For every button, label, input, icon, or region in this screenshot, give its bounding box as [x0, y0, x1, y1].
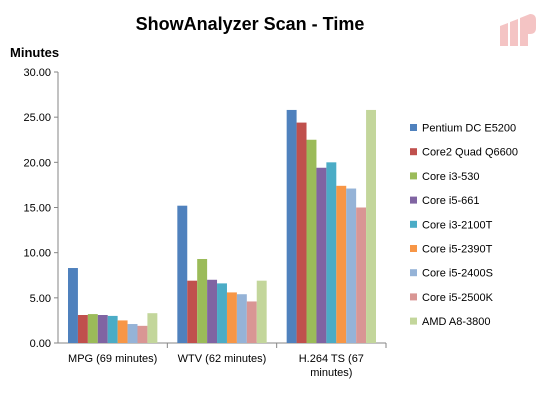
bar [137, 325, 148, 343]
bar [356, 207, 367, 343]
legend-label: AMD A8-3800 [422, 316, 490, 328]
legend-swatch [410, 293, 417, 301]
bar [107, 315, 118, 343]
bar [226, 292, 237, 343]
legend-swatch [410, 172, 417, 180]
brand-logo-icon [500, 14, 536, 46]
legend-swatch [410, 148, 417, 156]
legend-label: Core i5-2400S [422, 268, 493, 280]
y-tick-label: 30.00 [23, 67, 51, 79]
bar [236, 294, 247, 343]
legend-label: Core i5-2500K [422, 292, 494, 304]
bar [177, 205, 188, 343]
legend-label: Core i5-661 [422, 195, 479, 207]
bar [316, 167, 327, 343]
bar [197, 258, 208, 343]
legend-label: Core i3-530 [422, 171, 479, 183]
bar [187, 280, 198, 343]
x-tick-label: H.264 TS (67 [299, 353, 364, 365]
y-tick-label: 15.00 [23, 203, 51, 215]
bar [127, 324, 138, 343]
bar [68, 268, 78, 343]
x-tick-label: MPG (69 minutes) [68, 353, 157, 365]
legend-swatch [410, 317, 417, 325]
bar [77, 315, 88, 343]
chart-title: ShowAnalyzer Scan - Time [136, 14, 365, 34]
y-tick-label: 0.00 [30, 338, 51, 350]
bar [366, 109, 376, 343]
y-axis-label: Minutes [10, 45, 59, 60]
bar [306, 139, 317, 343]
y-tick-label: 10.00 [23, 248, 51, 260]
bar [256, 280, 267, 343]
bar [296, 122, 307, 343]
x-tick-label: WTV (62 minutes) [178, 353, 267, 365]
y-tick-label: 20.00 [23, 157, 51, 169]
legend-swatch [410, 245, 417, 252]
x-tick-label: minutes) [310, 367, 352, 379]
legend-label: Pentium DC E5200 [422, 123, 516, 135]
bar [286, 109, 297, 343]
legend-label: Core i3-2100T [422, 219, 493, 231]
bar [207, 279, 218, 343]
bar [117, 320, 128, 343]
y-tick-label: 25.00 [23, 112, 51, 124]
legend-swatch [410, 220, 417, 228]
bar [246, 301, 257, 343]
bar [87, 314, 98, 343]
plot-area: 0.00 5.00 10.00 15.00 20.00 25.00 30.00 MPG (69… [23, 67, 387, 379]
legend-swatch [410, 124, 417, 131]
bar [217, 283, 227, 343]
y-tick-label: 5.00 [30, 293, 51, 305]
bar [326, 162, 337, 343]
bar [336, 185, 347, 343]
legend-swatch [410, 269, 417, 277]
legend-label: Core i5-2390T [422, 244, 493, 256]
legend-swatch [410, 196, 417, 204]
bar [147, 313, 158, 343]
legend: Pentium DC E5200 Core2 Quad Q6600 Core i3-… [410, 123, 518, 328]
legend-label: Core2 Quad Q6600 [422, 147, 518, 159]
bar [346, 188, 357, 343]
bar [97, 315, 108, 343]
